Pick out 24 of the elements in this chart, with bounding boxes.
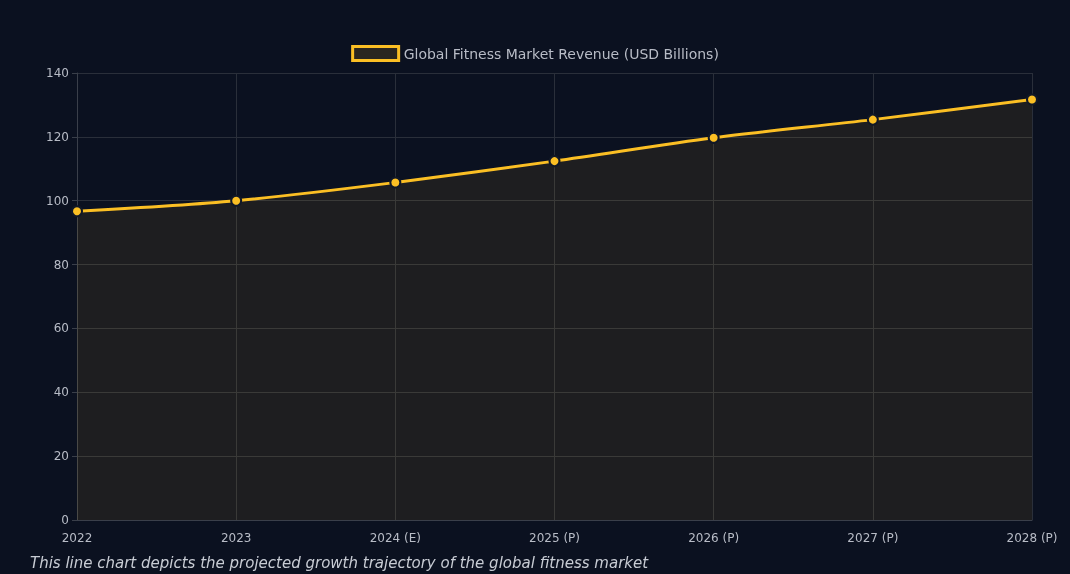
point (230, 194, 243, 207)
point (548, 155, 561, 168)
x-tick-label: 2022 (61, 531, 93, 545)
point (1026, 93, 1038, 106)
y-tick-label: 100 (46, 193, 69, 208)
point (71, 205, 83, 218)
x-tick-label: 2023 (220, 531, 252, 545)
y-tick-label: 80 (53, 257, 69, 272)
y-tick-label: 0 (61, 513, 69, 527)
x-tick-label: 2024 (E) (369, 531, 421, 545)
text: This line chart depicts the projected growth trajectory of the global fitness market (30, 553, 650, 572)
y-tick-label: 140 (46, 66, 69, 80)
x-tick-label: 2027 (P) (847, 531, 899, 545)
x-tick-label: 2026 (P) (688, 531, 740, 545)
x-tick-label: 2028 (P) (1006, 531, 1058, 545)
y-tick-label: 60 (53, 321, 69, 336)
legend-label: Global Fitness Market Revenue (USD Billions) (403, 45, 719, 62)
y-tick-label: 40 (53, 385, 69, 400)
y-tick-label: 20 (53, 449, 69, 464)
point (707, 131, 720, 144)
point (389, 176, 402, 189)
point (866, 113, 879, 126)
y-tick-label: 120 (46, 129, 69, 144)
x-tick-label: 2025 (P) (529, 531, 580, 545)
